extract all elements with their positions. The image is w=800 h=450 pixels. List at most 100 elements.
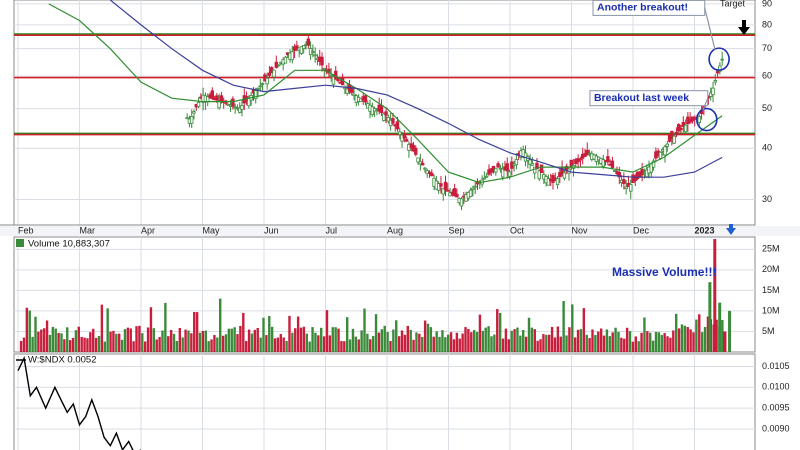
candle-body [185,117,189,120]
volume-bar [649,332,652,352]
volume-bar [576,329,580,352]
massive-volume-annotation: Massive Volume!!! [612,265,716,279]
volume-bar [703,327,707,352]
volume-bar [190,333,193,352]
volume-bar [302,326,306,352]
volume-bar [314,332,317,352]
target-label: Target [720,0,746,8]
candle-body [404,139,409,142]
annotation-text: Breakout last week [594,92,689,104]
candle-body [265,77,269,85]
annotation-pointer [704,7,716,51]
candle-body [670,130,674,140]
month-label: Sep [449,225,465,235]
candle-body [555,178,560,186]
volume-bar [683,325,687,352]
volume-bar [360,330,363,352]
volume-bar [692,332,695,352]
volume-bar [66,327,69,352]
candle-body [507,171,512,177]
volume-bar [597,331,600,352]
volume-bar [270,326,274,352]
price-tick-label: 80 [762,19,772,29]
volume-bar [631,341,635,352]
candle-body [622,179,626,184]
volume-bar [634,336,637,352]
volume-bar [395,320,398,352]
volume-bar [175,340,179,352]
volume-bar [666,336,669,352]
volume-bar [458,338,461,352]
volume-bar [146,327,150,352]
month-axis: Feb Mar Apr May Jun Jul Aug Sep Oct Nov Dec 2023 [0,224,800,236]
volume-bar [519,335,522,352]
candle-body [610,160,615,168]
volume-bar [169,329,173,352]
volume-bar [397,336,401,352]
volume-bar [654,331,658,352]
volume-bar [617,331,620,352]
volume-bar [181,337,184,352]
candle-body [313,54,317,57]
volume-bar [19,340,23,352]
volume-bar [161,330,164,352]
volume-bar [389,341,392,352]
price-axis-ticks: 30 40 50 60 70 80 90 [762,0,772,204]
volume-bar [120,339,124,352]
volume-bar [412,339,415,352]
volume-bar [345,317,349,352]
candle-body [681,122,686,128]
breakout-circle [708,47,730,71]
volume-bar [403,334,407,352]
volume-bar [117,333,121,352]
volume-bar [501,338,505,352]
volume-bar [343,341,346,352]
indicator-label: W:$NDX 0.0052 [28,355,96,366]
candle-body [420,162,425,166]
volume-bar [562,301,565,352]
volume-bar [542,334,545,352]
volume-bar [34,316,37,352]
volume-bar [305,333,308,352]
candle-body [302,45,306,49]
volume-bar [686,327,689,352]
volume-bar [611,332,614,352]
volume-bar [455,332,459,352]
indicator-tick-label: 0.0105 [762,361,790,371]
volume-bar [435,331,438,352]
volume-bar [556,326,560,352]
volume-bar [585,334,588,352]
volume-bar [669,337,672,352]
breakout-circles [695,47,730,132]
candle-body [496,163,500,168]
volume-bar [320,327,323,352]
volume-bar [204,330,207,352]
candle-body [258,85,262,88]
volume-bar [37,331,40,352]
volume-bar [198,332,202,352]
volume-bar [48,334,52,352]
volume-bar [167,336,170,352]
volume-bar [337,328,340,352]
volume-bar [530,327,534,352]
candle-body [363,95,368,103]
volume-bar [31,336,34,352]
volume-bar [527,317,531,352]
volume-bar [548,334,551,352]
volume-bar [614,327,617,352]
month-label: Mar [80,225,96,235]
volume-bar [123,329,127,352]
volume-bar [135,326,138,352]
volume-bar [221,335,225,352]
volume-bar [149,307,153,352]
volume-bar [533,329,536,352]
volume-tick-label: 25M [762,244,780,254]
month-label: Jun [264,225,279,235]
volume-bar [426,323,430,352]
volume-bar [109,331,112,352]
volume-bar [89,332,92,352]
volume-bar [498,312,502,352]
candle-body [601,159,605,167]
volume-bar [441,330,444,352]
volume-bar [354,336,358,352]
